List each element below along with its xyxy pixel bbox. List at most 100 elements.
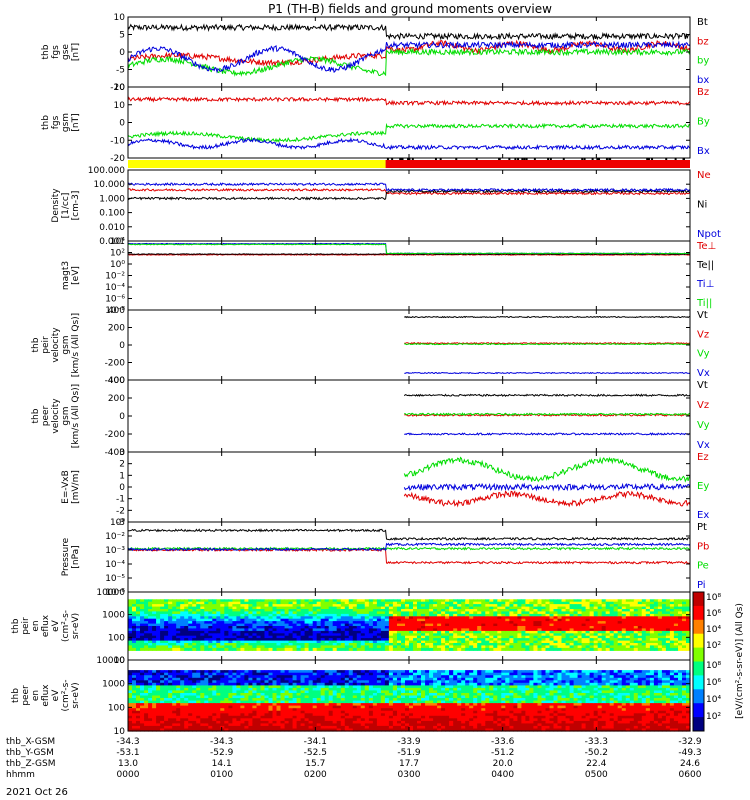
y-axis-label: fgs [51, 115, 61, 129]
y-axis-label: [nT] [71, 43, 81, 61]
series-Ne [127, 187, 691, 196]
y-tick-label: 10 [114, 13, 126, 23]
y-tick-label: -2 [116, 506, 125, 516]
y-tick-label: 10⁻² [105, 532, 125, 542]
chart-title: P1 (TH-B) fields and ground moments over… [268, 2, 552, 16]
y-tick-label: 0.100 [99, 209, 125, 219]
x-tick-label: 14.1 [212, 759, 232, 769]
y-axis-label: thb [41, 115, 51, 130]
legend-entry: Ti⊥ [696, 279, 714, 290]
y-axis-label: en [31, 690, 41, 701]
y-axis-label: [1/cc] [61, 193, 71, 219]
legend-entry: Bz [697, 87, 709, 98]
y-tick-label: 1.000 [99, 194, 125, 204]
x-tick-label: -53.1 [116, 748, 139, 758]
y-tick-label: -10 [110, 83, 125, 93]
x-row-label: thb_X-GSM [6, 737, 55, 747]
x-tick-label: 0500 [585, 770, 608, 780]
y-tick-label: 10⁻² [105, 272, 125, 282]
series-By [127, 122, 691, 143]
legend-entry: Pi [697, 580, 706, 591]
y-axis-label: eflux [41, 684, 51, 707]
y-axis-label: gsm [61, 406, 71, 425]
x-tick-label: 0400 [491, 770, 514, 780]
x-tick-label: -33.6 [491, 737, 515, 747]
y-axis-label: sr-eV) [71, 682, 81, 708]
colorbar-tick-label: 10⁶ [706, 678, 721, 688]
x-tick-label: -52.5 [304, 748, 327, 758]
legend-entry: Vz [697, 400, 709, 411]
y-tick-label: 100.000 [88, 166, 125, 176]
colorbar-tick-label: 10² [706, 712, 721, 722]
legend-entry: Ez [697, 452, 709, 463]
legend-entry: Pe [697, 561, 709, 572]
y-tick-label: 1 [119, 471, 125, 481]
legend-entry: Pb [697, 541, 709, 552]
y-axis-label: fgs [51, 45, 61, 59]
y-axis-label: thb [11, 688, 21, 703]
colorbar-label: [eV/(cm²-s-sr-eV)] (All Qs) [735, 603, 745, 719]
y-tick-label: 10⁻³ [105, 546, 125, 556]
series-Pt [127, 528, 691, 541]
x-tick-label: -34.3 [116, 737, 139, 747]
y-tick-label: -20 [110, 154, 125, 164]
x-tick-label: 15.7 [305, 759, 325, 769]
x-row-label: thb_Y-GSM [6, 748, 54, 758]
x-tick-label: -52.9 [210, 748, 234, 758]
legend-entry: Vx [697, 368, 710, 379]
series-Ni [127, 189, 691, 201]
series-Pb [127, 547, 691, 565]
series-Ti|| [127, 243, 690, 255]
y-tick-label: 3 [119, 448, 125, 458]
y-axis-label: magt3 [61, 261, 71, 290]
legend-entry: Vt [697, 380, 708, 391]
legend-entry: Npot [697, 229, 721, 240]
y-tick-label: 1000 [102, 611, 125, 621]
legend-entry: Vy [697, 349, 710, 360]
y-axis-label: eV [51, 689, 61, 702]
x-tick-label: 0300 [398, 770, 421, 780]
y-tick-label: 10 [114, 727, 126, 737]
y-tick-label: 5 [119, 31, 125, 41]
y-axis-label: E=-VxB [61, 470, 71, 504]
y-tick-label: 0 [119, 341, 125, 351]
series-Bz [127, 96, 691, 107]
y-tick-label: -3 [116, 518, 125, 528]
y-tick-label: 2 [119, 460, 125, 470]
y-axis-label: thb [11, 618, 21, 633]
x-tick-label: 0100 [210, 770, 233, 780]
y-tick-label: 0 [119, 483, 125, 493]
colorbar-tick-label: 10⁶ [706, 609, 721, 619]
y-axis-label: thb [31, 408, 41, 423]
series-Te|| [127, 253, 690, 256]
x-tick-label: -32.9 [678, 737, 702, 747]
x-tick-label: 0200 [304, 770, 327, 780]
x-tick-label: -49.3 [678, 748, 701, 758]
y-axis-label: gsm [61, 335, 71, 354]
colorbar-tick-label: 10⁴ [706, 695, 721, 705]
x-tick-label: -34.1 [304, 737, 327, 747]
y-tick-label: 200 [108, 394, 125, 404]
series-Pi [127, 542, 691, 552]
series-Ey [403, 456, 691, 483]
x-axis: thb_X-GSMthb_Y-GSMthb_Z-GSMhhmm-34.3-53.… [6, 737, 702, 780]
legend-entry: Ti|| [696, 298, 712, 309]
y-axis-label: thb [41, 44, 51, 59]
x-tick-label: 13.0 [118, 759, 138, 769]
series-Vx [404, 371, 691, 375]
x-tick-label: 20.0 [493, 759, 513, 769]
y-tick-label: 0 [119, 412, 125, 422]
y-axis-label: [nT] [71, 113, 81, 131]
y-tick-label: 10000 [96, 588, 125, 598]
panel-p8: 10⁰ 10⁻² 10⁻³ 10⁻⁴ 10⁻⁵ 10⁻⁶ Pressure [nPa] Pt Pb… [61, 518, 709, 598]
x-row-label: thb_Z-GSM [6, 759, 55, 769]
y-tick-label: 10⁴ [110, 237, 125, 247]
y-tick-label: 100 [108, 633, 125, 643]
y-tick-label: -1 [116, 495, 125, 505]
y-tick-label: 10 [114, 101, 126, 111]
legend-entry: Pt [697, 522, 707, 533]
y-tick-label: -200 [105, 430, 126, 440]
y-tick-label: -5 [116, 66, 125, 76]
x-tick-label: -33.9 [397, 737, 421, 747]
x-tick-label: 24.6 [680, 759, 700, 769]
